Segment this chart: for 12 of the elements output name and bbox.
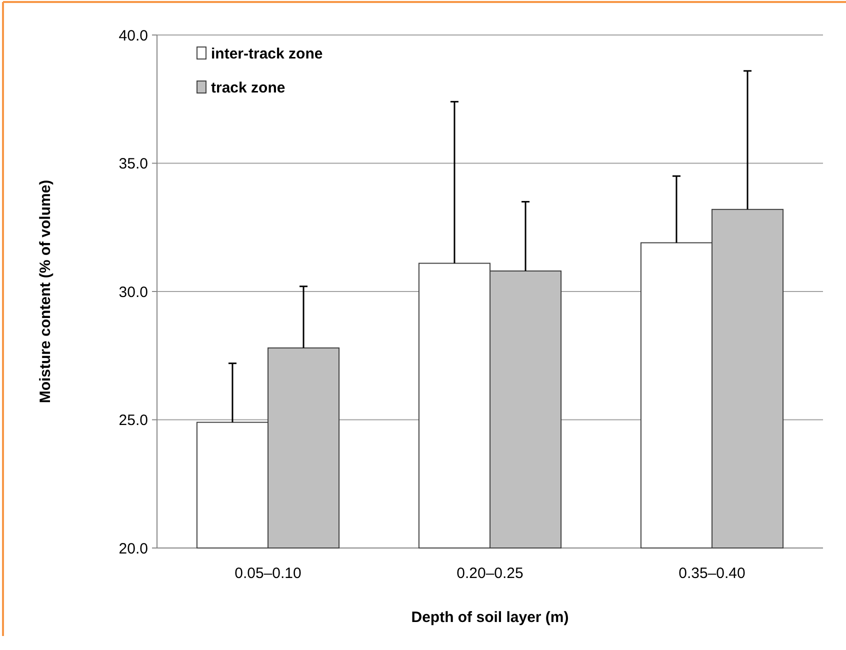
- legend-label: track zone: [211, 79, 286, 96]
- x-tick-label: 0.35–0.40: [678, 565, 746, 582]
- y-axis-title: Moisture content (% of volume): [37, 180, 54, 404]
- y-tick-label: 35.0: [118, 156, 148, 172]
- x-tick-label: 0.05–0.10: [234, 565, 302, 582]
- y-tick-label: 20.0: [118, 540, 148, 558]
- x-tick-label: 0.20–0.25: [456, 565, 524, 582]
- y-tick-label: 30.0: [118, 284, 148, 301]
- y-tick-label: 25.0: [118, 412, 148, 429]
- x-axis-title: Depth of soil layer (m): [411, 609, 569, 626]
- y-tick-label: 40.0: [118, 27, 148, 44]
- legend-label: inter-track zone: [211, 45, 323, 62]
